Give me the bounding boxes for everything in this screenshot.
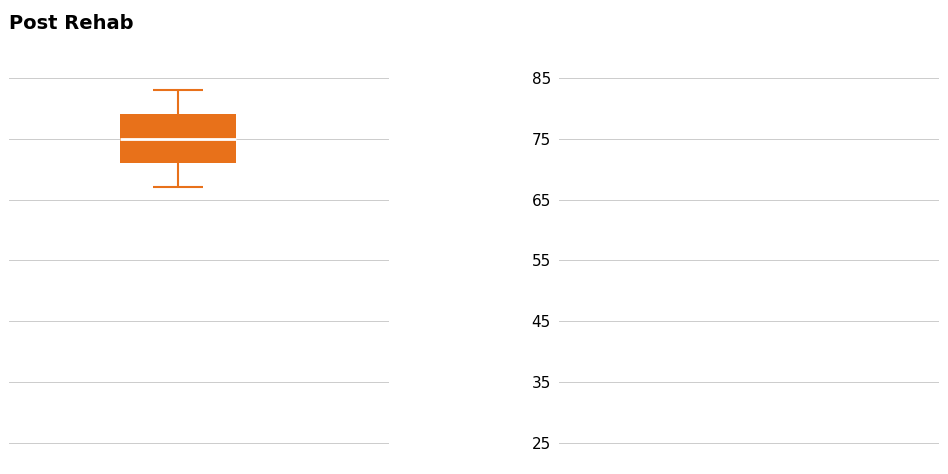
FancyBboxPatch shape — [120, 114, 236, 163]
Text: Post Rehab: Post Rehab — [9, 14, 134, 33]
